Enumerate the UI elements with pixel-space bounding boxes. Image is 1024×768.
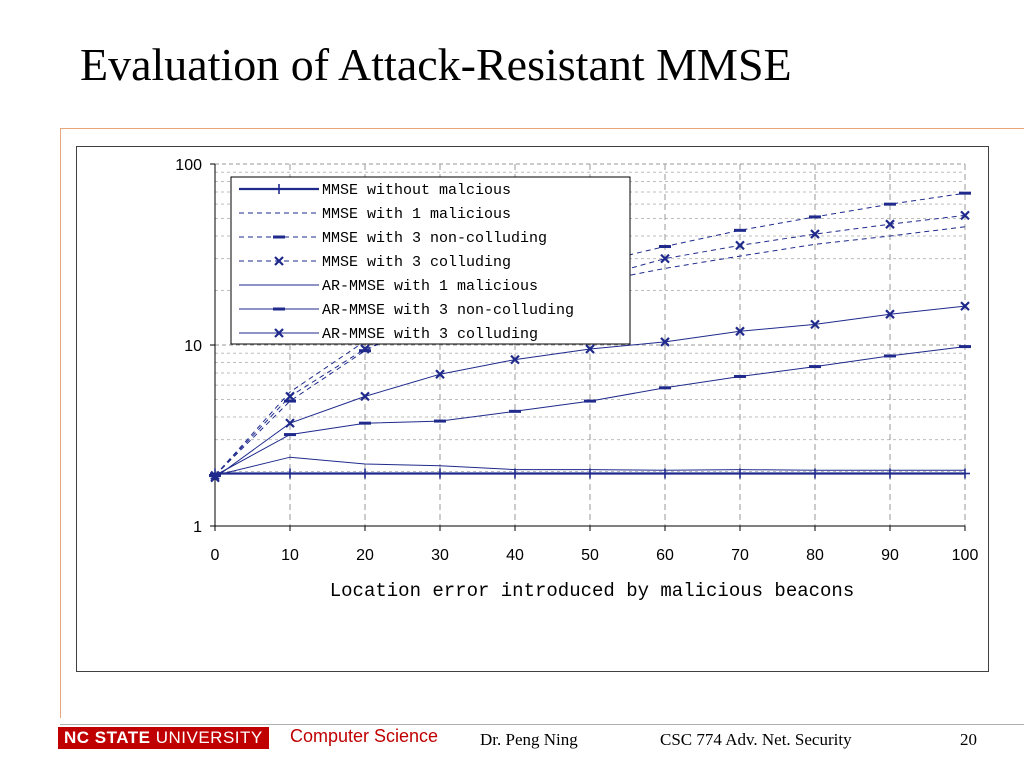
page-number: 20 xyxy=(960,730,977,749)
data-point xyxy=(660,253,670,264)
legend-label: AR-MMSE with 1 malicious xyxy=(322,278,538,295)
data-point xyxy=(285,391,295,402)
left-rule xyxy=(60,128,61,718)
y-tick-label: 10 xyxy=(184,338,202,355)
department-label: Computer Science xyxy=(290,726,439,746)
footer-divider xyxy=(60,724,1024,725)
logo-text-rest: UNIVERSITY xyxy=(155,728,263,747)
legend-label: MMSE with 3 colluding xyxy=(322,254,511,271)
data-point xyxy=(885,309,895,319)
x-tick-label: 50 xyxy=(581,547,599,564)
data-point xyxy=(510,354,520,365)
x-tick-label: 30 xyxy=(431,547,449,564)
course-label: CSC 774 Adv. Net. Security xyxy=(660,730,852,749)
data-point xyxy=(435,369,445,379)
x-tick-label: 10 xyxy=(281,547,299,564)
y-tick-label: 1 xyxy=(193,519,202,536)
data-point xyxy=(810,229,820,239)
chart-frame: 0 10 20 30 40 50 60 70 80 90 100 1 10 100 Location err… xyxy=(76,146,989,672)
author-label: Dr. Peng Ning xyxy=(480,730,578,749)
x-axis-label: Location error introduced by malicious b… xyxy=(330,580,855,602)
y-tick-label: 100 xyxy=(175,157,202,174)
top-rule xyxy=(60,128,1024,129)
data-point xyxy=(735,240,745,251)
data-point xyxy=(660,337,670,347)
data-point xyxy=(810,319,820,330)
x-tick-label: 100 xyxy=(952,547,979,564)
legend-label: MMSE without malcious xyxy=(322,182,511,199)
data-point xyxy=(960,210,970,221)
legend-label: AR-MMSE with 3 non-colluding xyxy=(322,302,574,319)
data-point xyxy=(585,344,595,354)
legend-marker xyxy=(274,328,284,338)
x-tick-label: 90 xyxy=(881,547,899,564)
data-point xyxy=(735,326,745,337)
data-point xyxy=(210,472,220,483)
x-tick-label: 20 xyxy=(356,547,374,564)
x-tick-label: 40 xyxy=(506,547,524,564)
series-line xyxy=(214,192,966,476)
data-point xyxy=(960,301,970,311)
legend-label: MMSE with 1 malicious xyxy=(322,206,511,223)
data-point xyxy=(360,344,370,354)
legend-label: AR-MMSE with 3 colluding xyxy=(322,326,538,343)
x-tick-label: 80 xyxy=(806,547,824,564)
x-tick-label: 60 xyxy=(656,547,674,564)
legend-marker xyxy=(274,256,284,266)
data-point xyxy=(360,391,370,402)
legend-label: MMSE with 3 non-colluding xyxy=(322,230,547,247)
data-point xyxy=(285,418,295,428)
x-tick-label: 70 xyxy=(731,547,749,564)
logo-text-bold: NC STATE xyxy=(64,728,151,747)
data-point xyxy=(885,219,895,229)
slide-title: Evaluation of Attack-Resistant MMSE xyxy=(80,39,792,90)
x-tick-label: 0 xyxy=(211,547,220,564)
ncsu-logo: NC STATE UNIVERSITY xyxy=(58,727,269,749)
